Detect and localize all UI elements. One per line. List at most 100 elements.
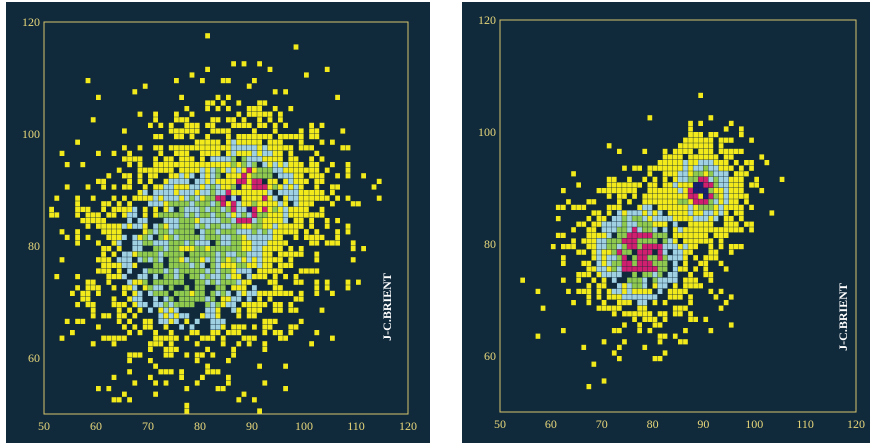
density-cell — [703, 165, 709, 171]
density-cell — [272, 257, 278, 263]
density-cell — [75, 274, 80, 280]
density-cell — [723, 154, 729, 160]
density-cell — [703, 137, 709, 143]
density-cell — [632, 210, 637, 216]
density-cell — [231, 173, 236, 179]
density-cell — [657, 193, 663, 199]
x-tick-label: 100 — [295, 419, 313, 433]
density-cell — [319, 234, 325, 240]
density-cell — [627, 216, 632, 222]
density-cell — [205, 223, 210, 229]
density-cell — [142, 212, 148, 218]
density-cell — [298, 296, 304, 302]
density-cell — [672, 238, 678, 244]
density-cell — [688, 216, 693, 222]
density-cell — [262, 346, 268, 352]
density-cell — [647, 244, 653, 250]
density-cell — [205, 274, 210, 280]
density-cell — [163, 346, 169, 352]
density-cell — [194, 212, 200, 218]
density-cell — [205, 106, 210, 112]
density-cell — [293, 274, 299, 280]
density-cell — [236, 229, 242, 235]
density-cell — [688, 238, 693, 244]
density-cell — [632, 232, 637, 238]
density-cell — [96, 223, 101, 229]
density-cell — [59, 229, 65, 235]
density-cell — [85, 279, 91, 285]
density-cell — [189, 72, 195, 78]
density-cell — [127, 223, 132, 229]
density-cell — [168, 246, 174, 252]
density-cell — [153, 296, 158, 302]
density-cell — [168, 156, 174, 162]
density-cell — [335, 229, 340, 235]
density-cell — [283, 89, 288, 95]
density-cell — [210, 117, 216, 123]
density-cell — [652, 176, 658, 182]
density-cell — [345, 145, 351, 151]
density-cell — [293, 324, 299, 330]
density-cell — [647, 188, 653, 194]
density-cell — [90, 195, 96, 201]
density-cell — [611, 260, 617, 266]
density-cell — [662, 311, 668, 317]
density-cell — [683, 339, 688, 345]
density-cell — [262, 162, 268, 168]
density-cell — [231, 268, 236, 274]
density-cell — [606, 260, 612, 266]
density-cell — [596, 266, 602, 272]
density-cell — [226, 145, 231, 151]
density-cell — [632, 255, 637, 261]
density-cell — [657, 221, 663, 227]
density-cell — [241, 162, 247, 168]
density-cell — [158, 150, 164, 156]
density-cell — [662, 171, 668, 177]
density-cell — [733, 176, 739, 182]
density-cell — [642, 266, 648, 272]
density-cell — [617, 356, 622, 362]
density-cell — [713, 132, 719, 138]
density-cell — [205, 66, 210, 72]
density-cell — [59, 150, 65, 156]
density-cell — [231, 324, 236, 330]
density-cell — [257, 212, 262, 218]
density-cell — [293, 212, 299, 218]
density-cell — [241, 167, 247, 173]
density-cell — [708, 193, 714, 199]
density-cell — [158, 318, 164, 324]
density-cell — [148, 229, 153, 235]
density-cell — [168, 285, 174, 291]
density-cell — [153, 117, 158, 123]
density-cell — [194, 380, 200, 386]
density-cell — [220, 296, 226, 302]
density-cell — [262, 111, 268, 117]
density-cell — [241, 212, 247, 218]
density-cell — [647, 255, 653, 261]
density-cell — [200, 173, 205, 179]
density-cell — [101, 184, 106, 190]
density-cell — [236, 218, 242, 224]
density-cell — [246, 313, 252, 319]
density-cell — [205, 201, 210, 207]
density-cell — [693, 132, 698, 138]
density-cell — [708, 249, 714, 255]
density-cell — [163, 246, 169, 252]
density-cell — [283, 162, 288, 168]
density-cell — [200, 240, 205, 246]
density-cell — [153, 251, 158, 257]
density-cell — [252, 223, 257, 229]
density-cell — [220, 234, 226, 240]
density-cell — [246, 302, 252, 308]
density-cell — [267, 223, 273, 229]
density-cell — [267, 246, 273, 252]
density-cell — [335, 184, 340, 190]
density-cell — [189, 156, 195, 162]
density-cell — [667, 244, 673, 250]
density-cell — [153, 201, 158, 207]
density-cell — [555, 232, 561, 238]
density-cell — [252, 307, 257, 313]
density-cell — [122, 274, 127, 280]
density-cell — [226, 201, 231, 207]
density-cell — [764, 160, 770, 166]
